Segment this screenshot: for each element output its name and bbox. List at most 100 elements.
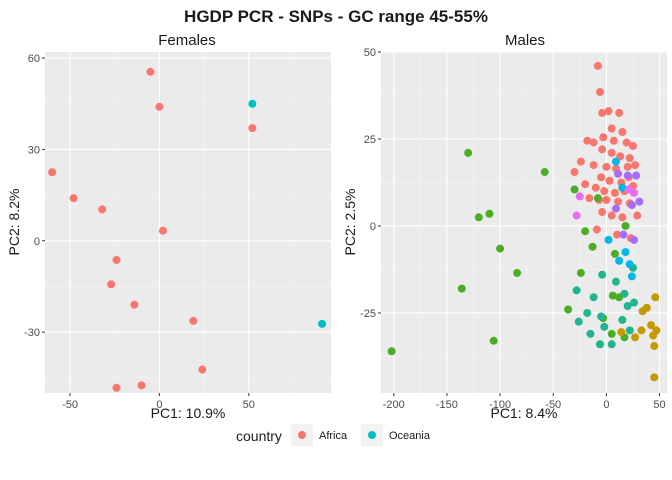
males-x-tick-label: 0 <box>603 399 609 411</box>
males-data-point <box>602 162 611 171</box>
males-x-tick-label: -150 <box>436 399 458 411</box>
males-data-point <box>586 329 595 338</box>
males-data-point <box>589 161 598 170</box>
females-y-tick-label: -30 <box>24 327 40 339</box>
males-data-point <box>619 230 628 239</box>
males-data-point <box>650 373 659 382</box>
males-data-point <box>607 211 616 220</box>
males-data-point <box>627 272 636 281</box>
males-data-point <box>589 293 598 302</box>
females-data-point <box>112 383 121 392</box>
females-gridlines <box>45 52 331 393</box>
males-data-point <box>631 161 640 170</box>
males-data-point <box>598 270 607 279</box>
males-data-point <box>576 157 585 166</box>
males-data-point <box>597 312 606 321</box>
males-data-point <box>621 221 630 230</box>
males-data-point <box>604 107 613 116</box>
legend-label-oceania: Oceania <box>389 430 431 442</box>
males-data-point <box>607 329 616 338</box>
males-data-point <box>599 133 608 142</box>
males-data-point <box>610 249 619 258</box>
males-data-point <box>628 141 637 150</box>
females-x-axis-label: PC1: 10.9% <box>151 405 226 421</box>
males-data-point <box>647 321 656 330</box>
males-data-point <box>464 148 473 157</box>
males-tick-labels: -200 -150 -100 -50 0 50 -25 0 25 50 <box>360 47 666 411</box>
females-panel-title: Females <box>158 32 216 49</box>
legend-swatch-oceania <box>368 431 376 439</box>
females-y-tick-label: 60 <box>28 53 40 65</box>
males-data-point <box>613 230 622 239</box>
females-data-point <box>48 168 57 177</box>
males-data-point <box>633 211 642 220</box>
males-gridlines <box>381 51 667 393</box>
legend: country Africa Oceania <box>236 424 431 446</box>
males-points <box>387 61 661 382</box>
males-data-point <box>592 225 601 234</box>
females-y-tick-label: 0 <box>34 236 40 248</box>
males-data-point <box>637 326 646 335</box>
females-x-tick-label: 50 <box>243 399 255 411</box>
males-data-point <box>540 168 549 177</box>
males-y-tick-label: 50 <box>364 47 376 59</box>
males-data-point <box>607 340 616 349</box>
males-data-point <box>583 136 592 145</box>
males-data-point <box>457 284 466 293</box>
males-data-point <box>623 162 632 171</box>
males-data-point <box>608 291 617 300</box>
males-data-point <box>625 154 634 163</box>
males-data-point <box>614 197 623 206</box>
females-data-point <box>69 194 78 203</box>
males-data-point <box>621 248 630 257</box>
males-x-tick-label: -200 <box>383 399 405 411</box>
females-y-axis-label: PC2: 8.2% <box>6 189 22 256</box>
males-data-point <box>588 242 597 251</box>
females-points <box>48 67 327 392</box>
males-data-point <box>575 192 584 201</box>
males-x-tick-label: -50 <box>545 399 561 411</box>
females-data-point <box>155 102 164 111</box>
males-data-point <box>589 138 598 147</box>
females-panel: Females -50 0 50 -30 0 30 60 PC1: 10.9% PC2: 8… <box>6 32 331 421</box>
males-data-point <box>591 183 600 192</box>
males-data-point <box>513 268 522 277</box>
females-data-point <box>146 67 155 76</box>
males-data-point <box>611 277 620 286</box>
males-data-point <box>387 347 396 356</box>
males-data-point <box>615 108 624 117</box>
males-data-point <box>585 194 594 203</box>
males-data-point <box>615 256 624 265</box>
males-data-point <box>649 331 658 340</box>
males-data-point <box>581 227 590 236</box>
males-data-point <box>617 328 626 337</box>
males-data-point <box>576 268 585 277</box>
males-data-point <box>583 308 592 317</box>
males-data-point <box>618 213 627 222</box>
males-data-point <box>620 289 629 298</box>
males-data-point <box>623 171 632 180</box>
males-data-point <box>570 168 579 177</box>
males-data-point <box>605 176 614 185</box>
males-y-tick-label: 25 <box>364 134 376 146</box>
males-data-point <box>607 148 616 157</box>
legend-swatch-africa <box>298 431 306 439</box>
males-data-point <box>581 180 590 189</box>
females-x-tick-label: 0 <box>156 399 162 411</box>
males-data-point <box>596 88 605 97</box>
males-data-point <box>474 213 483 222</box>
males-data-point <box>611 204 620 213</box>
males-data-point <box>572 286 581 295</box>
males-data-point <box>572 211 581 220</box>
males-data-point <box>597 173 606 182</box>
males-y-axis-label: PC2: 2.5% <box>342 189 358 256</box>
males-data-point <box>625 260 634 269</box>
legend-title: country <box>236 428 282 444</box>
females-y-tick-label: 30 <box>28 144 40 156</box>
males-data-point <box>618 128 627 137</box>
females-data-point <box>112 255 121 264</box>
males-data-point <box>570 185 579 194</box>
males-x-tick-label: 50 <box>653 399 665 411</box>
males-x-tick-label: -100 <box>489 399 511 411</box>
